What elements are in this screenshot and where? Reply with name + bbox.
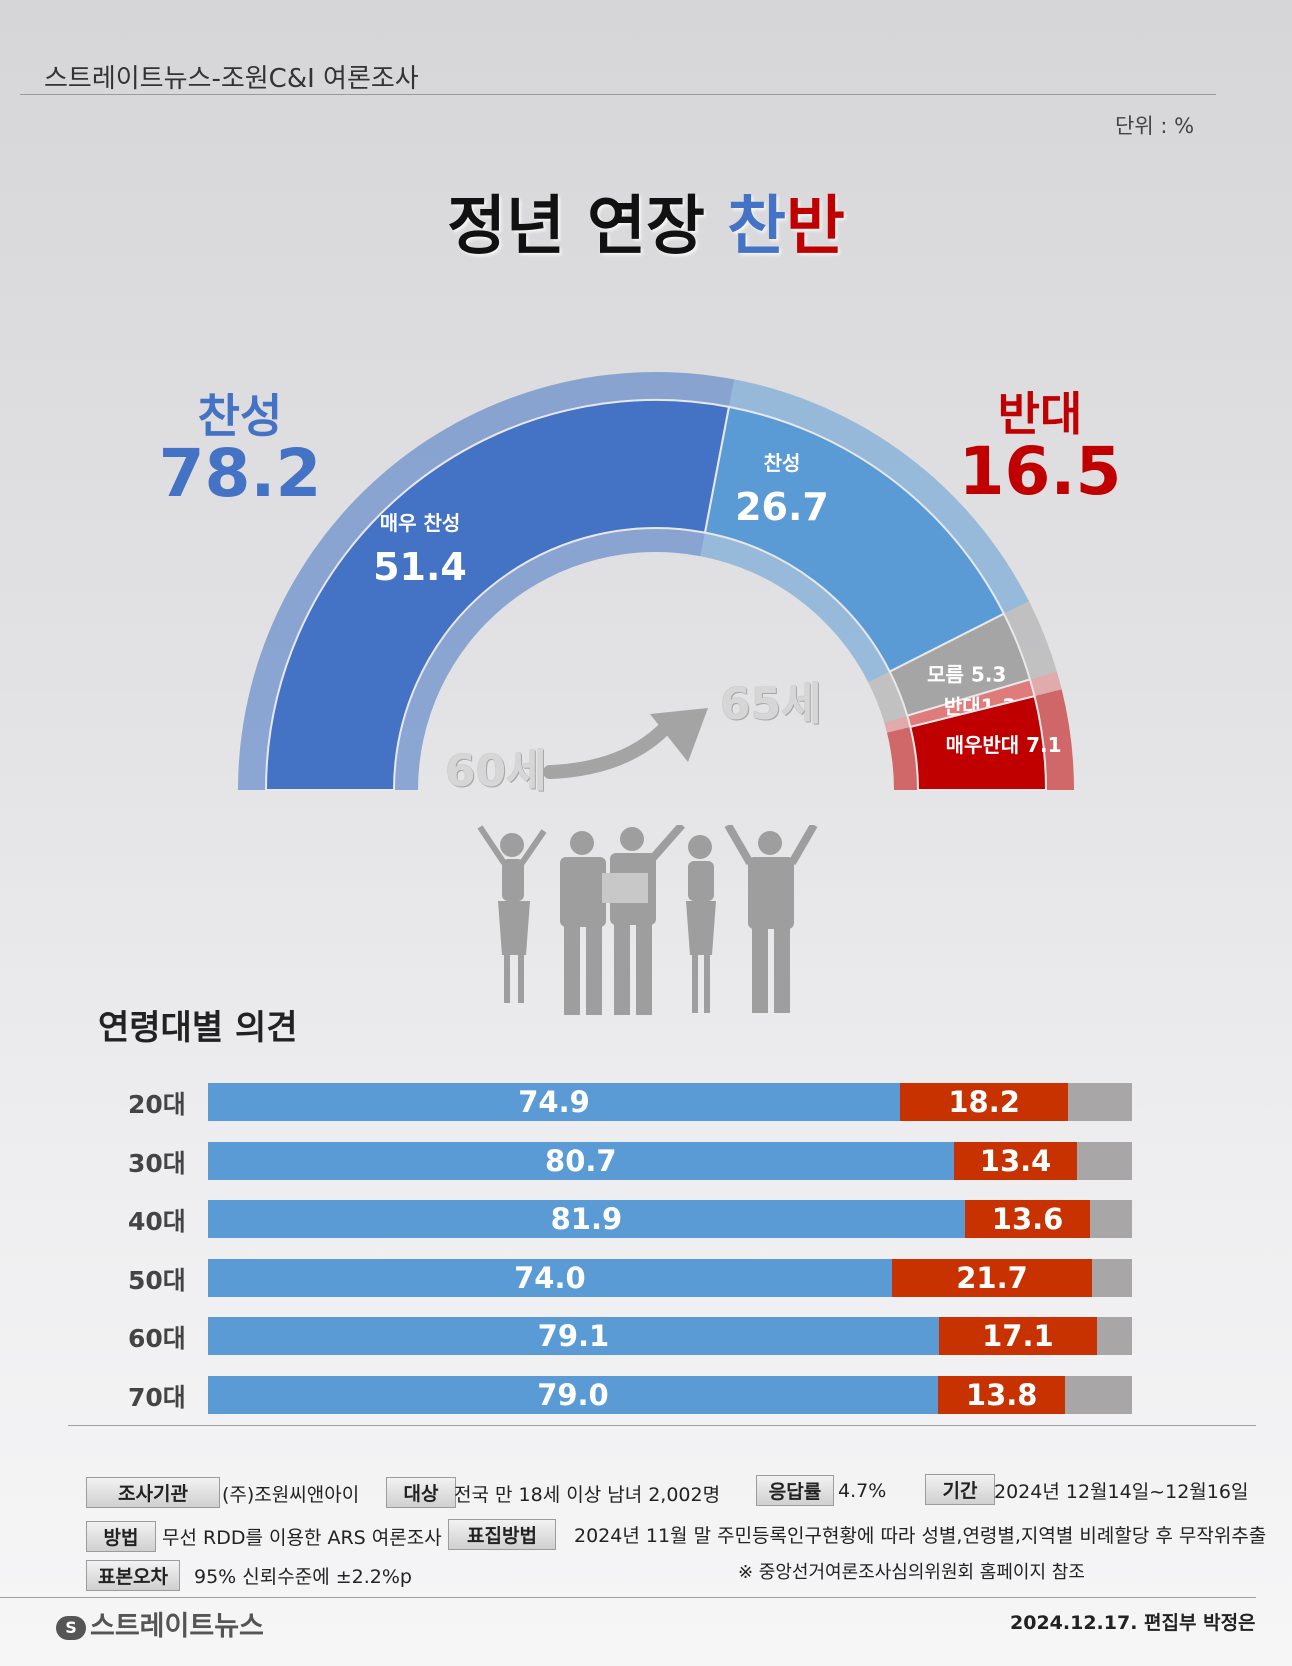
org-text: (주)조원씨앤아이 [222,1484,360,1506]
gauge-segment-label: 매우 찬성 [380,511,461,535]
age-row: 40대 81.9 13.6 [0,1200,1292,1240]
unknown-bar [1077,1141,1132,1180]
gauge-segment [909,694,1048,791]
gauge-outer-band [1034,689,1074,790]
oppose-bar [891,1258,1093,1297]
agree-value-label: 79.1 [537,1319,610,1353]
page-title: 정년 연장 찬반 [0,175,1292,267]
gauge-segment-value: 51.4 [373,545,467,589]
agree-bar [208,1200,965,1238]
age-label: 60대 [128,1324,186,1353]
age-label: 50대 [128,1265,186,1295]
arrow-icon [543,708,708,779]
gauge-inner-band [868,671,908,723]
error-text: 95% 신뢰수준에 ±2.2%p [194,1566,412,1588]
agree-bar [208,1083,901,1121]
org-tag: 조사기관 [86,1477,220,1508]
response-text: 4.7% [838,1480,887,1502]
unknown-bar [1065,1375,1132,1414]
oppose-value-label: 13.8 [965,1377,1038,1412]
gauge-segment [264,399,731,791]
age-row: 70대 79.0 13.8 [0,1375,1292,1416]
agree-bar [208,1317,939,1355]
gauge-inner-band [700,532,890,683]
age-to-label: 65세 [720,679,822,730]
agree-total-label: 찬성 [197,389,283,443]
error-tag: 표본오차 [86,1560,180,1591]
unknown-bar [1092,1258,1132,1297]
survey-source: 스트레이트뉴스-조원C&I 여론조사 [44,64,419,94]
gauge-outer-band [728,379,1029,614]
period-text: 2024년 12월14일~12월16일 [994,1481,1249,1503]
sampling-text: 2024년 11월 말 주민등록인구현황에 따라 성별,연령별,지역별 비례할당… [574,1525,1267,1547]
gauge-outer-band [1029,671,1062,697]
gauge-segment-label: 찬성 [764,451,801,475]
oppose-bar [953,1141,1078,1180]
age-label: 70대 [128,1382,186,1412]
agree-value-label: 80.7 [545,1143,617,1178]
oppose-bar [938,1317,1097,1355]
title-agree: 찬 [727,190,787,264]
logo-text: 스트레이트뉴스 [90,1611,264,1642]
oppose-bar [964,1200,1091,1238]
age-label: 30대 [128,1148,186,1178]
age-row: 60대 79.1 17.1 [0,1317,1292,1357]
oppose-bar [900,1083,1069,1121]
gauge-outer-band [1003,601,1057,680]
age-label: 20대 [128,1090,186,1119]
agree-value-label: 74.9 [518,1085,590,1119]
oppose-value-label: 13.6 [991,1202,1064,1236]
unknown-bar [1068,1083,1132,1121]
title-main: 정년 연장 [447,190,728,264]
unknown-bar [1090,1200,1132,1238]
oppose-total-label: 반대 [997,387,1083,441]
footer-divider-bottom [0,1597,1256,1598]
title-oppose: 반 [786,190,845,264]
gauge-inner-band [394,528,706,790]
period-tag: 기간 [925,1474,995,1505]
age-label: 40대 [128,1207,186,1236]
oppose-value-label: 17.1 [982,1319,1054,1353]
gauge-segment-label: 모름 5.3 [927,663,1006,687]
age-from-label: 60세 [445,746,547,797]
age-row: 30대 80.7 13.4 [0,1141,1292,1182]
oppose-bar [937,1375,1066,1414]
brand-logo: S 스트레이트뉴스 [56,1604,264,1643]
age-row: 50대 74.0 21.7 [0,1258,1292,1299]
gauge-segment-value: 26.7 [735,485,829,529]
oppose-value-label: 13.4 [979,1143,1052,1178]
agree-value-label: 74.0 [514,1260,586,1295]
logo-icon: S [56,1616,86,1640]
agree-value-label: 79.0 [537,1377,609,1412]
response-tag: 응답률 [756,1475,834,1506]
method-text: 무선 RDD를 이용한 ARS 여론조사 [162,1527,442,1549]
people-illustration [477,825,818,1015]
oppose-value-label: 18.2 [948,1085,1020,1119]
oppose-total-value: 16.5 [958,433,1122,510]
gauge-inner-band [884,715,911,733]
footer-divider-top [68,1425,1256,1426]
unknown-bar [1096,1317,1132,1355]
gauge-inner-band [887,726,918,790]
target-text: 전국 만 18세 이상 남녀 2,002명 [454,1484,721,1506]
age-section-title: 연령대별 의견 [98,1008,298,1048]
agree-bar [208,1375,938,1414]
publish-date: 2024.12.17. 편집부 박정은 [1010,1612,1256,1634]
sampling-tag: 표집방법 [448,1519,556,1550]
header-divider [20,94,1216,95]
target-tag: 대상 [386,1477,456,1508]
agree-bar [208,1141,954,1180]
age-row: 20대 74.9 18.2 [0,1083,1292,1123]
oppose-value-label: 21.7 [956,1260,1028,1295]
unit-label: 단위 : % [1115,114,1195,138]
method-tag: 방법 [86,1521,156,1552]
agree-value-label: 81.9 [550,1202,623,1236]
agree-total-value: 78.2 [158,435,322,512]
gauge-segment-label: 매우반대 7.1 [946,733,1062,757]
source-note: ※ 중앙선거여론조사심의위원회 홈페이지 참조 [738,1562,1085,1583]
agree-bar [208,1258,892,1297]
